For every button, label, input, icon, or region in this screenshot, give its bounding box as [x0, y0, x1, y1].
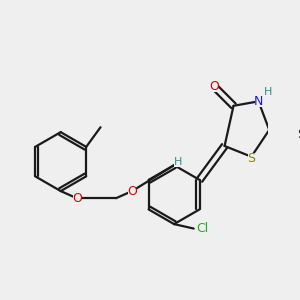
FancyBboxPatch shape — [196, 223, 209, 234]
FancyBboxPatch shape — [128, 186, 136, 196]
Text: S: S — [297, 128, 300, 141]
Text: O: O — [72, 192, 82, 205]
FancyBboxPatch shape — [255, 96, 262, 107]
FancyBboxPatch shape — [174, 157, 182, 167]
Text: O: O — [127, 184, 137, 198]
Text: S: S — [248, 152, 255, 165]
Text: H: H — [264, 87, 272, 98]
Text: N: N — [254, 95, 263, 108]
FancyBboxPatch shape — [73, 193, 81, 204]
Text: Cl: Cl — [196, 222, 209, 235]
FancyBboxPatch shape — [210, 81, 218, 92]
FancyBboxPatch shape — [248, 153, 255, 164]
Text: H: H — [174, 157, 182, 167]
FancyBboxPatch shape — [265, 88, 272, 97]
Text: O: O — [209, 80, 219, 93]
FancyBboxPatch shape — [298, 129, 300, 140]
